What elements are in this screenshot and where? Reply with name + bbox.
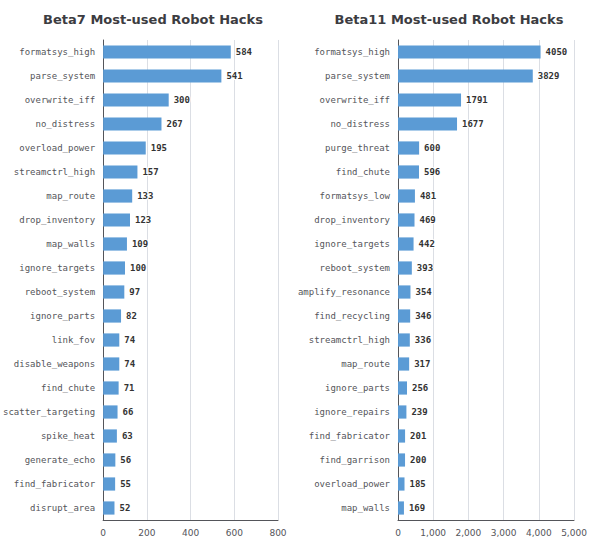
svg-text:no_distress: no_distress [36, 119, 96, 129]
svg-text:map_route: map_route [46, 191, 95, 201]
svg-text:346: 346 [415, 311, 431, 321]
svg-text:find_chute: find_chute [336, 167, 390, 177]
svg-text:find_fabricator: find_fabricator [14, 479, 96, 489]
svg-text:map_route: map_route [341, 359, 390, 369]
svg-text:spike_heat: spike_heat [41, 431, 95, 441]
svg-text:overload_power: overload_power [19, 143, 95, 153]
svg-text:123: 123 [135, 215, 151, 225]
svg-text:scatter_targeting: scatter_targeting [3, 407, 95, 417]
svg-text:354: 354 [415, 287, 432, 297]
svg-text:disable_weapons: disable_weapons [14, 359, 95, 369]
svg-text:5,000: 5,000 [561, 528, 587, 538]
svg-text:800: 800 [269, 528, 286, 538]
svg-text:55: 55 [120, 479, 131, 489]
svg-text:133: 133 [137, 191, 153, 201]
svg-text:find_chute: find_chute [41, 383, 95, 393]
svg-text:442: 442 [419, 239, 435, 249]
svg-text:find_garrison: find_garrison [320, 455, 390, 465]
svg-text:200: 200 [138, 528, 155, 538]
svg-text:97: 97 [129, 287, 140, 297]
svg-text:169: 169 [409, 503, 425, 513]
svg-text:1791: 1791 [466, 95, 488, 105]
svg-text:82: 82 [126, 311, 137, 321]
svg-text:generate_echo: generate_echo [25, 455, 95, 465]
svg-text:no_distress: no_distress [330, 119, 390, 129]
svg-text:streamctrl_high: streamctrl_high [309, 335, 390, 345]
svg-text:0: 0 [395, 528, 401, 538]
svg-text:4,000: 4,000 [526, 528, 552, 538]
svg-text:amplify_resonance: amplify_resonance [298, 287, 390, 297]
svg-text:ignore_parts: ignore_parts [30, 311, 95, 321]
svg-text:74: 74 [124, 335, 135, 345]
svg-text:481: 481 [420, 191, 436, 201]
svg-text:56: 56 [120, 455, 131, 465]
svg-text:71: 71 [124, 383, 135, 393]
svg-text:336: 336 [415, 335, 431, 345]
svg-text:66: 66 [123, 407, 134, 417]
svg-text:600: 600 [424, 143, 440, 153]
svg-text:Beta7 Most-used Robot Hacks: Beta7 Most-used Robot Hacks [43, 12, 263, 27]
svg-text:formatsys_high: formatsys_high [314, 47, 390, 57]
svg-text:300: 300 [174, 95, 190, 105]
svg-text:52: 52 [119, 503, 130, 513]
svg-text:195: 195 [151, 143, 167, 153]
svg-text:find_recycling: find_recycling [314, 311, 390, 321]
svg-text:596: 596 [424, 167, 440, 177]
svg-text:ignore_targets: ignore_targets [314, 239, 390, 249]
svg-text:256: 256 [412, 383, 428, 393]
svg-text:393: 393 [417, 263, 433, 273]
svg-text:formatsys_high: formatsys_high [19, 47, 95, 57]
svg-text:reboot_system: reboot_system [25, 287, 95, 297]
svg-text:185: 185 [410, 479, 426, 489]
svg-text:201: 201 [410, 431, 426, 441]
svg-text:ignore_parts: ignore_parts [325, 383, 390, 393]
svg-text:3829: 3829 [538, 71, 560, 81]
svg-text:157: 157 [142, 167, 158, 177]
svg-text:4050: 4050 [546, 47, 568, 57]
svg-text:formatsys_low: formatsys_low [320, 191, 391, 201]
svg-text:3,000: 3,000 [491, 528, 517, 538]
svg-text:overwrite_iff: overwrite_iff [320, 95, 390, 105]
svg-text:streamctrl_high: streamctrl_high [14, 167, 95, 177]
svg-text:ignore_repairs: ignore_repairs [314, 407, 390, 417]
svg-text:reboot_system: reboot_system [320, 263, 390, 273]
svg-text:469: 469 [420, 215, 436, 225]
svg-text:map_walls: map_walls [46, 239, 95, 249]
svg-text:overload_power: overload_power [314, 479, 390, 489]
svg-text:map_walls: map_walls [341, 503, 390, 513]
svg-text:drop_inventory: drop_inventory [314, 215, 390, 225]
svg-text:find_fabricator: find_fabricator [309, 431, 391, 441]
svg-text:Beta11 Most-used Robot Hacks: Beta11 Most-used Robot Hacks [335, 12, 564, 27]
svg-text:purge_threat: purge_threat [325, 143, 390, 153]
svg-text:0: 0 [100, 528, 106, 538]
svg-text:317: 317 [414, 359, 430, 369]
svg-text:drop_inventory: drop_inventory [19, 215, 95, 225]
svg-text:disrupt_area: disrupt_area [30, 503, 95, 513]
svg-text:109: 109 [132, 239, 148, 249]
svg-text:200: 200 [410, 455, 426, 465]
svg-text:2,000: 2,000 [456, 528, 482, 538]
svg-text:400: 400 [182, 528, 199, 538]
svg-text:63: 63 [122, 431, 133, 441]
svg-text:link_fov: link_fov [52, 335, 95, 345]
svg-text:584: 584 [236, 47, 253, 57]
svg-text:74: 74 [124, 359, 135, 369]
svg-text:1677: 1677 [462, 119, 484, 129]
svg-text:ignore_targets: ignore_targets [19, 263, 95, 273]
svg-text:overwrite_iff: overwrite_iff [25, 95, 95, 105]
svg-text:541: 541 [226, 71, 242, 81]
svg-text:1,000: 1,000 [420, 528, 446, 538]
svg-text:267: 267 [166, 119, 182, 129]
svg-text:600: 600 [226, 528, 243, 538]
svg-text:parse_system: parse_system [30, 71, 95, 81]
svg-text:100: 100 [130, 263, 146, 273]
svg-text:239: 239 [411, 407, 427, 417]
svg-text:parse_system: parse_system [325, 71, 390, 81]
